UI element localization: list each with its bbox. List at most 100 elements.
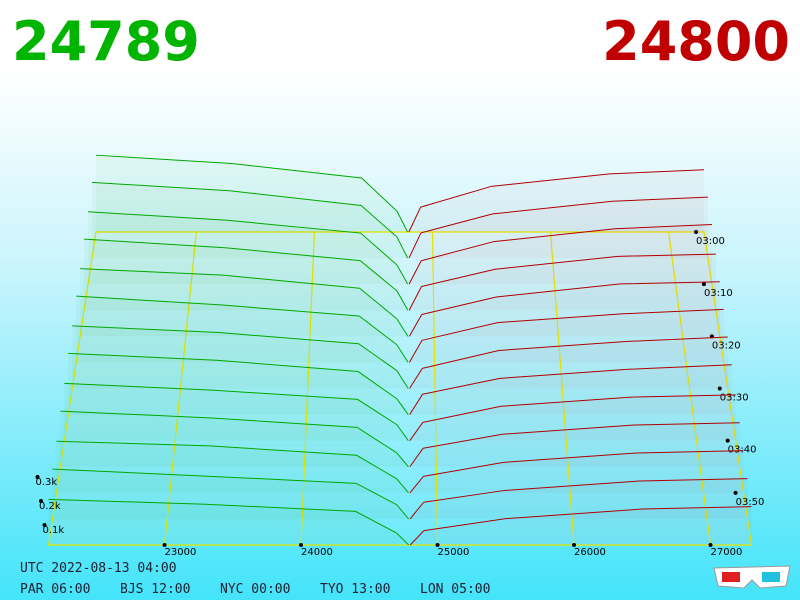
tick-dot — [162, 543, 167, 547]
ask-rise — [408, 314, 423, 337]
zone-clock: TYO 13:00 — [320, 582, 390, 597]
bid-curve — [76, 295, 398, 346]
ask-curve — [421, 281, 720, 315]
bid-area — [52, 469, 409, 519]
ask-rise — [408, 286, 422, 311]
bid-curve — [72, 325, 398, 372]
zone-clock: NYC 00:00 — [220, 582, 290, 597]
ask-rise — [409, 393, 423, 415]
bid-drop — [396, 398, 409, 415]
ask-rise — [408, 260, 422, 285]
tick-dot — [42, 523, 47, 527]
bid-curve — [95, 154, 398, 212]
bid-drop — [396, 504, 410, 520]
bid-drop — [396, 452, 409, 468]
bid-area — [56, 441, 409, 493]
grid-line — [668, 231, 712, 546]
bid-curve — [88, 211, 398, 266]
bid-drop — [396, 236, 409, 259]
zone-clock: LON 05:00 — [420, 582, 490, 597]
bid-drop — [396, 478, 409, 494]
bid-drop — [396, 370, 409, 389]
time-tick-label: 03:30 — [720, 393, 749, 404]
x-tick-label: 26000 — [574, 547, 606, 558]
ask-curve — [421, 308, 724, 341]
y-tick-label: 0.3k — [36, 477, 58, 488]
glasses-icon — [713, 565, 791, 589]
ask-rise — [409, 476, 424, 494]
ask-curve — [421, 224, 712, 262]
bid-drop — [396, 318, 409, 337]
bid-area — [64, 383, 409, 441]
ask-curve — [422, 394, 736, 423]
bid-curve — [48, 498, 397, 534]
best-bid: 24789 — [12, 10, 200, 73]
ask-rise — [409, 501, 425, 520]
ask-rise — [409, 530, 425, 546]
ask-curve — [422, 422, 740, 449]
bid-curve — [64, 382, 398, 426]
bid-area — [84, 239, 408, 311]
x-tick-label: 24000 — [301, 547, 333, 558]
bid-drop — [396, 424, 409, 441]
ask-curve — [420, 169, 705, 208]
bid-drop — [396, 264, 409, 285]
floor — [47, 231, 753, 546]
bid-curve — [84, 238, 398, 292]
ask-rise — [408, 340, 423, 363]
ask-curve — [423, 506, 752, 532]
bid-curve — [68, 352, 398, 400]
bid-drop — [396, 290, 409, 311]
utc-clock: UTC 2022-08-13 04:00 — [20, 561, 177, 576]
tick-dot — [701, 282, 706, 287]
bid-drop — [396, 211, 409, 233]
ask-rise — [409, 368, 423, 389]
bid-area — [72, 325, 409, 389]
best-ask: 24800 — [602, 10, 790, 73]
x-tick-label: 23000 — [165, 547, 197, 558]
tick-dot — [725, 438, 730, 443]
bid-curve — [52, 468, 397, 506]
y-tick-label: 0.2k — [39, 501, 61, 512]
ask-rise — [408, 206, 422, 233]
bid-curve — [60, 410, 397, 454]
grid-line — [549, 231, 575, 546]
tick-dot — [35, 475, 40, 479]
zone-clock: BJS 12:00 — [120, 582, 190, 597]
ask-curve — [422, 364, 732, 395]
tick-dot — [299, 543, 304, 547]
tick-dot — [572, 543, 577, 547]
ask-curve — [423, 478, 748, 503]
ask-curve — [420, 196, 709, 234]
bid-area — [48, 499, 409, 545]
time-tick-label: 03:00 — [696, 236, 725, 247]
bid-curve — [56, 440, 397, 480]
y-tick-label: 0.1k — [43, 525, 65, 536]
time-tick-label: 03:20 — [712, 340, 741, 351]
x-tick-label: 27000 — [711, 547, 743, 558]
bid-area — [68, 353, 409, 415]
time-tick-label: 03:50 — [736, 497, 765, 508]
x-tick-label: 25000 — [438, 547, 470, 558]
ask-curve — [423, 450, 744, 477]
ask-rise — [409, 422, 424, 441]
bid-curve — [91, 181, 398, 238]
ask-curve — [422, 336, 728, 369]
bid-area — [76, 296, 409, 363]
tick-dot — [694, 230, 699, 234]
bid-drop — [396, 532, 410, 546]
bid-area — [88, 211, 408, 285]
tick-dot — [39, 499, 44, 503]
zone-clock: PAR 06:00 — [20, 582, 90, 597]
tick-dot — [708, 543, 713, 547]
bid-area — [92, 182, 408, 259]
ask-rise — [408, 232, 422, 259]
tick-dot — [717, 386, 722, 391]
tick-dot — [733, 490, 738, 495]
ask-curve — [421, 253, 716, 288]
ask-rise — [409, 447, 424, 468]
bid-curve — [80, 268, 398, 320]
bid-drop — [396, 344, 409, 363]
tick-dot — [435, 543, 440, 547]
